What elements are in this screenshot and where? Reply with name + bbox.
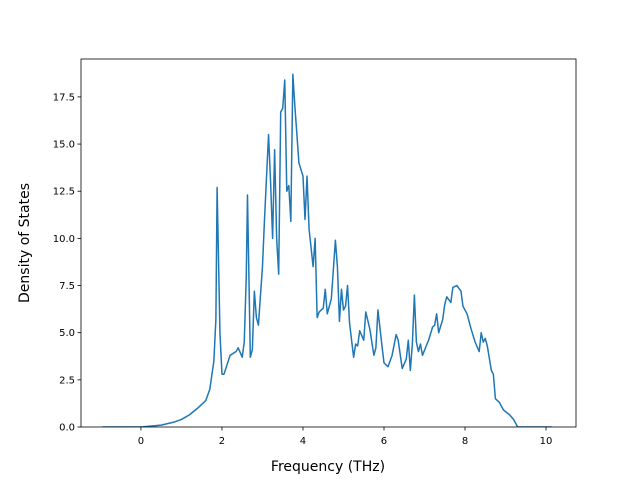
y-tick-label: 17.5 xyxy=(53,92,75,103)
y-axis-label: Density of States xyxy=(17,183,33,303)
x-tick-label: 8 xyxy=(462,436,468,447)
x-tick-label: 4 xyxy=(300,436,306,447)
x-axis-label: Frequency (THz) xyxy=(271,459,385,475)
plot-frame xyxy=(80,58,577,428)
y-tick-label: 0.0 xyxy=(59,423,75,434)
y-tick-label: 7.5 xyxy=(59,281,75,292)
x-tick-label: 10 xyxy=(540,436,553,447)
y-tick-label: 12.5 xyxy=(53,187,75,198)
y-tick-label: 15.0 xyxy=(53,140,75,151)
x-tick-label: 0 xyxy=(138,436,144,447)
line xyxy=(102,73,553,427)
y-tick-label: 5.0 xyxy=(59,328,75,339)
y-tick-label: 2.5 xyxy=(59,375,75,386)
x-tick-label: 2 xyxy=(219,436,225,447)
y-tick-label: 10.0 xyxy=(53,234,75,245)
x-tick-label: 6 xyxy=(381,436,387,447)
